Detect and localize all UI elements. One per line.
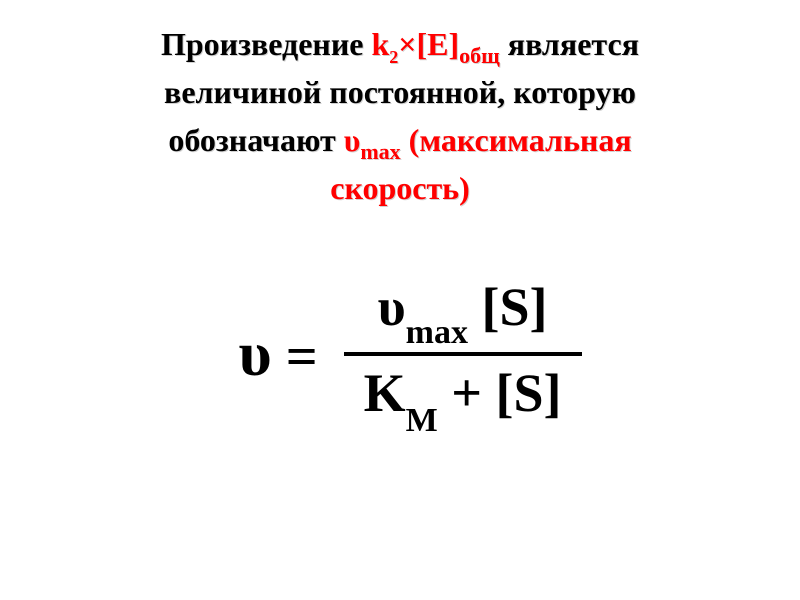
bracket-open: [ <box>481 277 499 337</box>
sub-obshch: общ <box>459 43 500 68</box>
equals-sign: = <box>272 326 318 388</box>
title-line-1: Произведение k2×[E]общ является <box>30 20 770 68</box>
times-symbol: × <box>398 26 416 62</box>
title-line-4: скорость) <box>30 164 770 212</box>
var-K: K <box>364 363 406 423</box>
bracket-close: ] <box>544 363 562 423</box>
slide: Произведение k2×[E]общ является величино… <box>0 0 800 600</box>
var-E: E <box>427 26 448 62</box>
var-S: S <box>499 277 529 337</box>
title-line-2: величиной постоянной, которую <box>30 68 770 116</box>
var-k: k <box>371 26 389 62</box>
plus-sign: + <box>438 363 496 423</box>
bracket-close: ] <box>449 26 460 62</box>
bracket-open: [ <box>417 26 428 62</box>
title-line-3: обозначают υmax (максимальная <box>30 116 770 164</box>
sub-max: max <box>360 139 400 164</box>
var-upsilon: υ <box>344 122 361 158</box>
var-upsilon: υ <box>238 318 271 389</box>
equation-denominator: KM + [S] <box>344 358 582 436</box>
bracket-open: [ <box>496 363 514 423</box>
var-upsilon: υ <box>378 277 406 337</box>
space <box>468 277 482 337</box>
fraction-bar <box>344 352 582 356</box>
bracket-close: ] <box>530 277 548 337</box>
equation-lhs: υ = <box>238 317 317 391</box>
var-S: S <box>513 363 543 423</box>
text: максимальная <box>419 122 631 158</box>
title-block: Произведение k2×[E]общ является величино… <box>30 20 770 212</box>
sub-M: M <box>406 402 438 439</box>
equation-fraction: υmax [S] KM + [S] <box>344 272 582 436</box>
var-k-sub: 2 <box>389 47 398 67</box>
text: является <box>500 26 639 62</box>
equation-numerator: υmax [S] <box>344 272 582 350</box>
text: обозначают <box>168 122 343 158</box>
equation: υ = υmax [S] KM + [S] <box>30 272 770 436</box>
text: Произведение <box>161 26 372 62</box>
sub-max: max <box>406 314 468 351</box>
paren-open: ( <box>401 122 420 158</box>
